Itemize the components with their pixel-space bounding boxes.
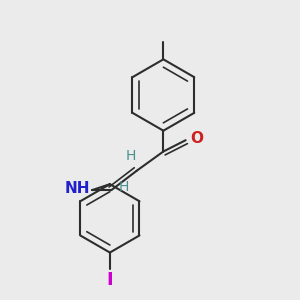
Text: I: I — [106, 271, 113, 289]
Text: NH: NH — [64, 181, 90, 196]
Text: H: H — [119, 180, 129, 194]
Text: O: O — [190, 131, 203, 146]
Text: H: H — [125, 149, 136, 164]
